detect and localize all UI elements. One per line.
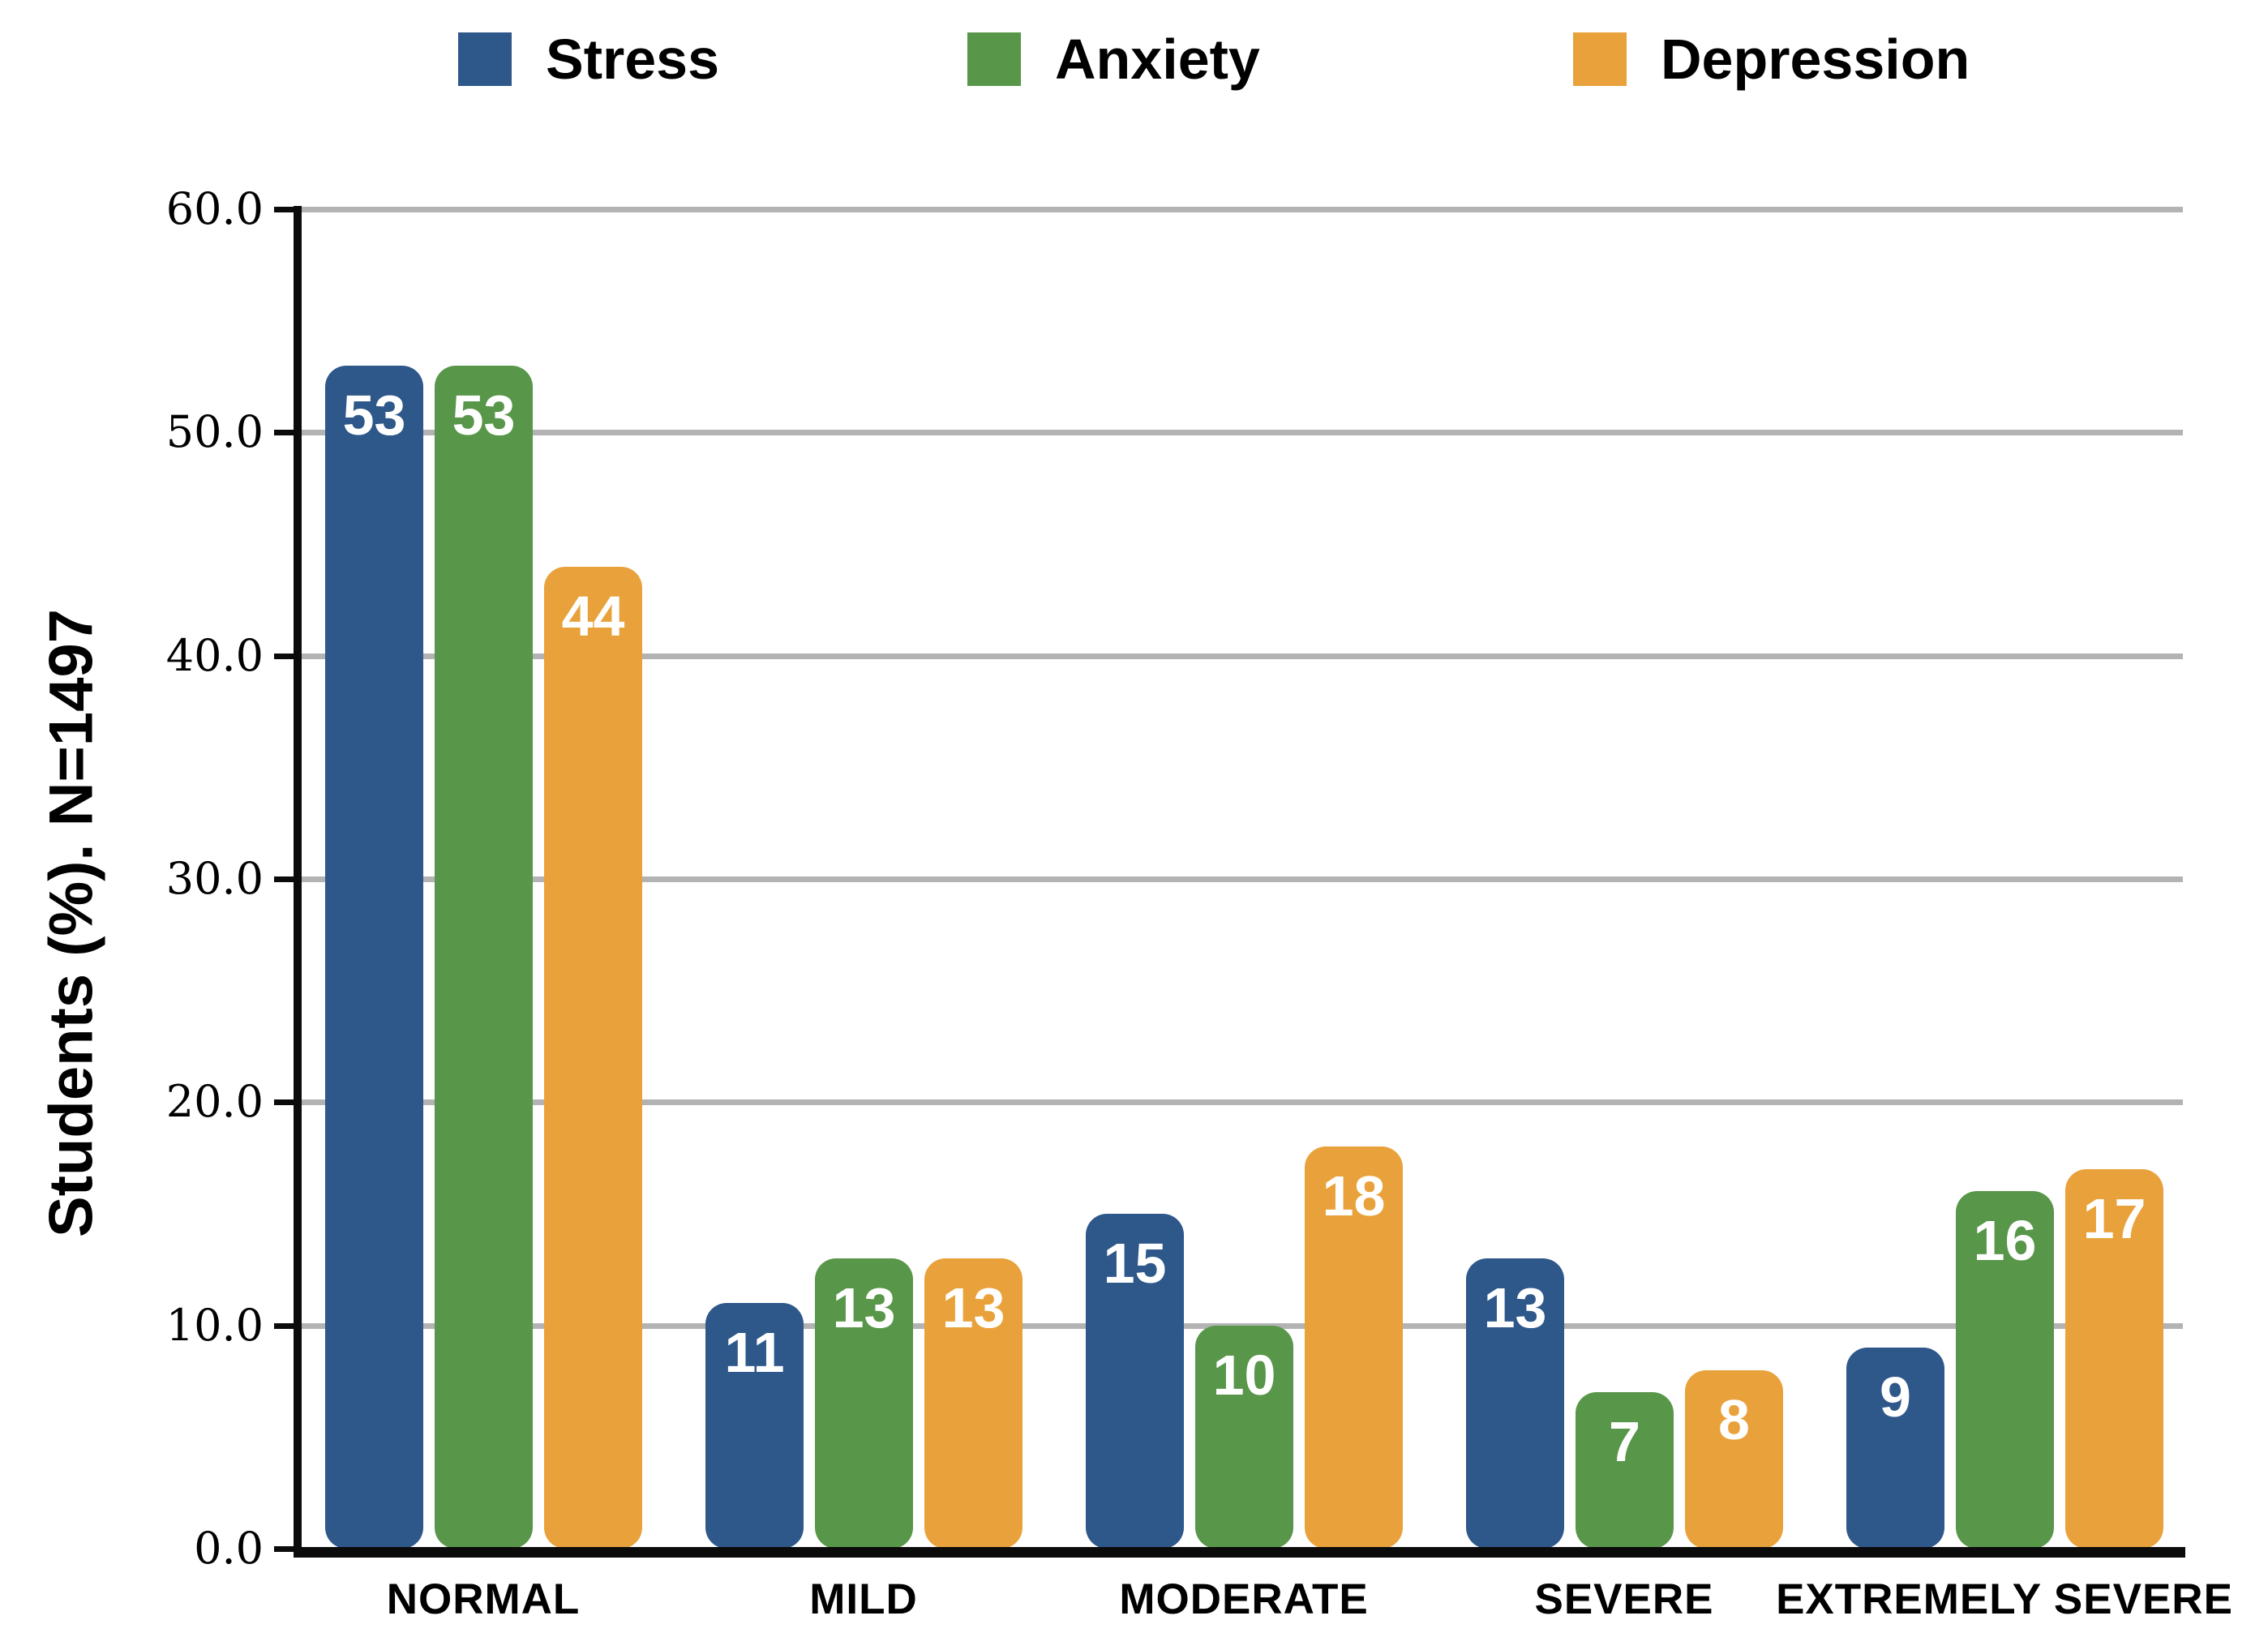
legend-label-depression: Depression bbox=[1661, 28, 1970, 91]
category-label-moderate: MODERATE bbox=[1119, 1575, 1369, 1623]
bar-stress-extremely-severe: 9 bbox=[1846, 1348, 1944, 1549]
legend-item-depression: Depression bbox=[1573, 31, 1970, 88]
bar-anxiety-severe: 7 bbox=[1576, 1392, 1674, 1549]
category-label-mild: MILD bbox=[809, 1575, 918, 1623]
bar-anxiety-extremely-severe: 16 bbox=[1956, 1191, 2054, 1549]
bar-stress-severe: 13 bbox=[1466, 1258, 1564, 1549]
bar-value-label: 44 bbox=[561, 584, 625, 648]
bar-depression-moderate: 18 bbox=[1305, 1146, 1403, 1549]
y-tick-label: 50.0 bbox=[165, 406, 264, 458]
bar-stress-mild: 11 bbox=[705, 1303, 804, 1549]
category-label-extremely-severe: EXTREMELY SEVERE bbox=[1776, 1575, 2233, 1623]
category-label-normal: NORMAL bbox=[386, 1575, 581, 1623]
bar-value-label: 7 bbox=[1609, 1410, 1640, 1474]
bar-value-label: 15 bbox=[1103, 1232, 1167, 1295]
y-tick-label: 10.0 bbox=[165, 1299, 264, 1351]
bar-stress-normal: 53 bbox=[325, 365, 423, 1549]
legend-item-stress: Stress bbox=[458, 31, 719, 88]
bar-value-label: 8 bbox=[1718, 1387, 1750, 1451]
bar-value-label: 13 bbox=[941, 1276, 1005, 1340]
y-tick-mark bbox=[274, 430, 294, 436]
legend-label-anxiety: Anxiety bbox=[1055, 28, 1260, 91]
bar-value-label: 16 bbox=[1973, 1209, 2037, 1273]
legend-swatch-stress bbox=[458, 32, 512, 86]
legend-item-anxiety: Anxiety bbox=[967, 31, 1260, 88]
bar-value-label: 17 bbox=[2082, 1186, 2146, 1250]
y-tick-mark bbox=[274, 1099, 294, 1106]
y-tick-mark bbox=[274, 207, 294, 212]
category-label-severe: SEVERE bbox=[1534, 1575, 1714, 1623]
gridline-40 bbox=[302, 653, 2183, 659]
bar-value-label: 9 bbox=[1880, 1365, 1911, 1429]
y-tick-label: 0.0 bbox=[194, 1523, 264, 1574]
bar-anxiety-moderate: 10 bbox=[1195, 1325, 1293, 1549]
gridline-60 bbox=[302, 207, 2183, 212]
y-tick-label: 20.0 bbox=[165, 1076, 264, 1128]
bar-value-label: 11 bbox=[724, 1321, 785, 1385]
y-tick-label: 30.0 bbox=[165, 853, 264, 904]
y-tick-mark bbox=[274, 1322, 294, 1329]
bar-depression-severe: 8 bbox=[1685, 1369, 1783, 1549]
gridline-20 bbox=[302, 1099, 2183, 1106]
y-tick-label: 60.0 bbox=[165, 183, 264, 234]
y-tick-mark bbox=[274, 876, 294, 882]
legend-label-stress: Stress bbox=[546, 28, 720, 91]
bar-stress-moderate: 15 bbox=[1086, 1214, 1184, 1549]
bar-depression-extremely-severe: 17 bbox=[2065, 1168, 2163, 1549]
y-axis-line bbox=[294, 206, 302, 1558]
legend-swatch-depression bbox=[1573, 32, 1627, 86]
bar-value-label: 13 bbox=[1483, 1276, 1547, 1340]
bar-anxiety-mild: 13 bbox=[815, 1258, 913, 1549]
x-axis-line bbox=[294, 1547, 2185, 1558]
bar-value-label: 13 bbox=[832, 1276, 896, 1340]
gridline-50 bbox=[302, 430, 2183, 436]
bar-value-label: 10 bbox=[1212, 1343, 1276, 1407]
bar-value-label: 53 bbox=[452, 383, 516, 447]
y-tick-label: 40.0 bbox=[165, 629, 264, 681]
bar-value-label: 53 bbox=[342, 383, 406, 447]
legend-swatch-anxiety bbox=[967, 32, 1021, 86]
bar-anxiety-normal: 53 bbox=[435, 365, 533, 1549]
y-tick-mark bbox=[274, 653, 294, 659]
gridline-30 bbox=[302, 876, 2183, 882]
bar-depression-mild: 13 bbox=[924, 1258, 1023, 1549]
y-tick-mark bbox=[274, 1546, 294, 1552]
y-axis-title: Students (%). N=1497 bbox=[36, 609, 106, 1237]
bar-depression-normal: 44 bbox=[544, 566, 642, 1549]
bar-value-label: 18 bbox=[1322, 1164, 1386, 1228]
